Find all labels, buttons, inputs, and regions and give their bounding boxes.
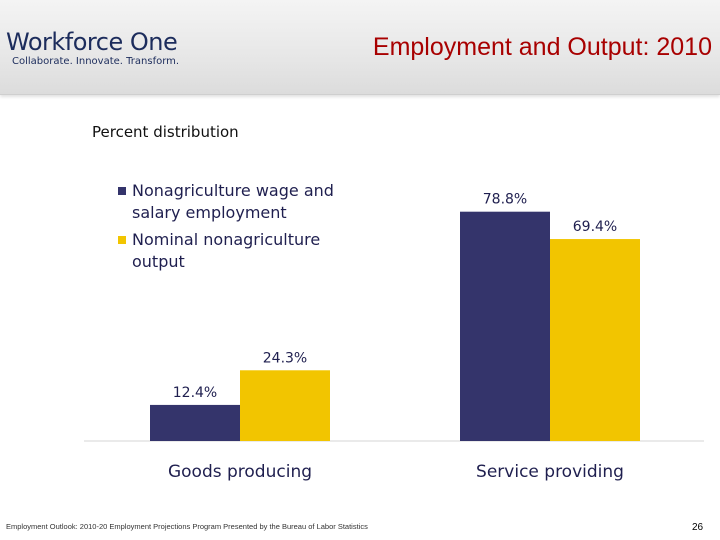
chart-subtitle: Percent distribution [92,123,239,141]
data-label: 78.8% [483,192,527,208]
data-label: 69.4% [573,219,617,235]
bar [240,370,330,441]
legend-label: Nominal nonagriculture output [132,230,320,271]
bar [150,404,240,441]
data-label: 24.3% [263,350,307,366]
slide-header: Workforce One Collaborate. Innovate. Tra… [0,0,720,95]
bar [460,211,550,441]
legend-swatch [118,236,126,244]
footer-source: Employment Outlook: 2010-20 Employment P… [6,522,368,531]
legend-swatch [118,187,126,195]
page-number: 26 [692,522,704,533]
logo-tagline: Collaborate. Innovate. Transform. [12,56,180,67]
slide-title: Employment and Output: 2010 [372,33,712,61]
data-label: 12.4% [173,385,217,401]
legend-label: Nonagriculture wage and salary employment [132,181,334,222]
logo-text: Workforce One [6,28,178,56]
workforce-one-logo: Workforce One Collaborate. Innovate. Tra… [6,28,179,68]
x-tick-label: Service providing [476,462,624,482]
x-tick-label: Goods producing [168,462,312,482]
bar [550,239,640,441]
